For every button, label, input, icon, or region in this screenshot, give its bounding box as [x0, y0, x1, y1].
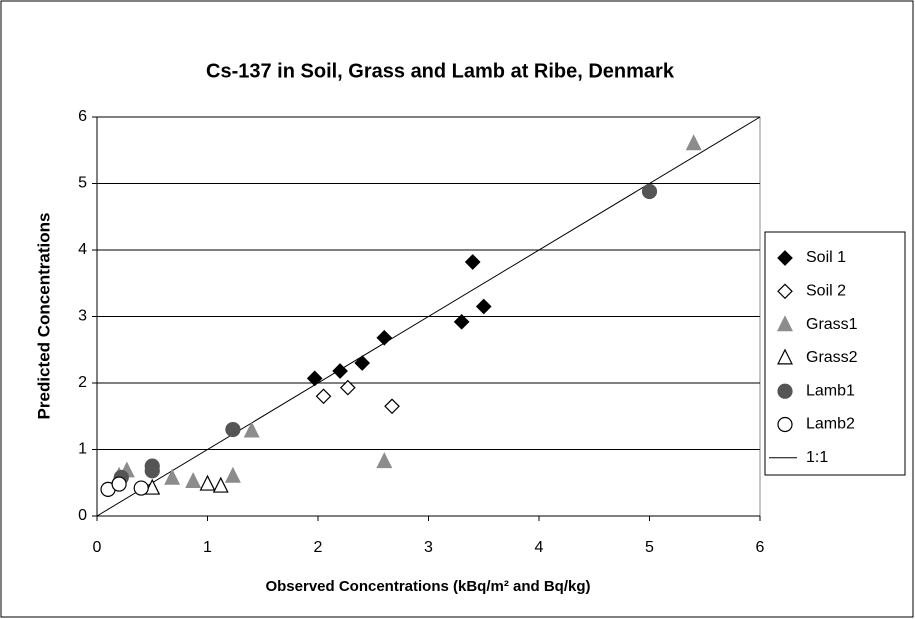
data-point [199, 474, 216, 491]
data-point [164, 468, 181, 485]
chart-title: Cs-137 in Soil, Grass and Lamb at Ribe, … [206, 60, 675, 82]
y-tick-label: 0 [78, 507, 87, 524]
x-tick-label: 4 [535, 539, 544, 556]
legend-marker [777, 348, 793, 365]
data-point [111, 476, 127, 492]
y-tick-label: 2 [78, 374, 87, 391]
y-tick-label: 1 [78, 441, 87, 458]
legend-label: Soil 2 [806, 283, 846, 300]
legend-marker [777, 250, 793, 266]
data-point [641, 183, 658, 200]
legend-marker [777, 383, 793, 399]
data-point [144, 463, 160, 479]
data-point [133, 480, 149, 496]
reference-line [96, 116, 761, 517]
legend-marker [777, 315, 793, 332]
x-axis-label: Observed Concentrations (kBq/m² and Bq/k… [265, 578, 590, 595]
data-point [243, 421, 260, 438]
data-point [339, 379, 356, 396]
data-point [685, 134, 702, 151]
data-point [185, 472, 202, 489]
data-point [376, 329, 393, 346]
data-point [464, 254, 481, 270]
data-point [306, 370, 323, 387]
legend-marker [777, 416, 793, 433]
legend-marker [777, 283, 793, 300]
data-point [225, 421, 241, 438]
data-point [354, 355, 371, 371]
legend-label: Lamb1 [806, 382, 855, 399]
legend-label: Soil 1 [806, 249, 846, 266]
data-point [144, 478, 161, 495]
data-point [384, 398, 400, 415]
x-tick-label: 5 [645, 539, 654, 556]
x-tick-label: 2 [314, 539, 323, 556]
data-point [332, 363, 348, 379]
legend-label: Grass1 [806, 316, 858, 333]
data-point [212, 476, 229, 493]
y-axis-label: Predicted Concentrations [34, 213, 53, 420]
x-tick-label: 1 [203, 539, 212, 556]
legend-label: Lamb2 [806, 416, 855, 433]
data-point [453, 313, 470, 330]
legend-label: Grass2 [806, 349, 858, 366]
x-tick-label: 0 [93, 539, 102, 556]
data-point [224, 466, 241, 483]
y-tick-label: 6 [78, 108, 87, 125]
data-point [315, 388, 332, 405]
legend [764, 231, 906, 476]
y-tick-label: 3 [78, 308, 87, 325]
y-tick-label: 5 [78, 175, 87, 192]
x-tick-label: 3 [424, 539, 433, 556]
data-point [376, 452, 393, 469]
x-tick-label: 6 [756, 539, 765, 556]
legend-label: 1:1 [806, 449, 828, 466]
y-tick-label: 4 [78, 241, 87, 258]
data-point [475, 298, 492, 315]
